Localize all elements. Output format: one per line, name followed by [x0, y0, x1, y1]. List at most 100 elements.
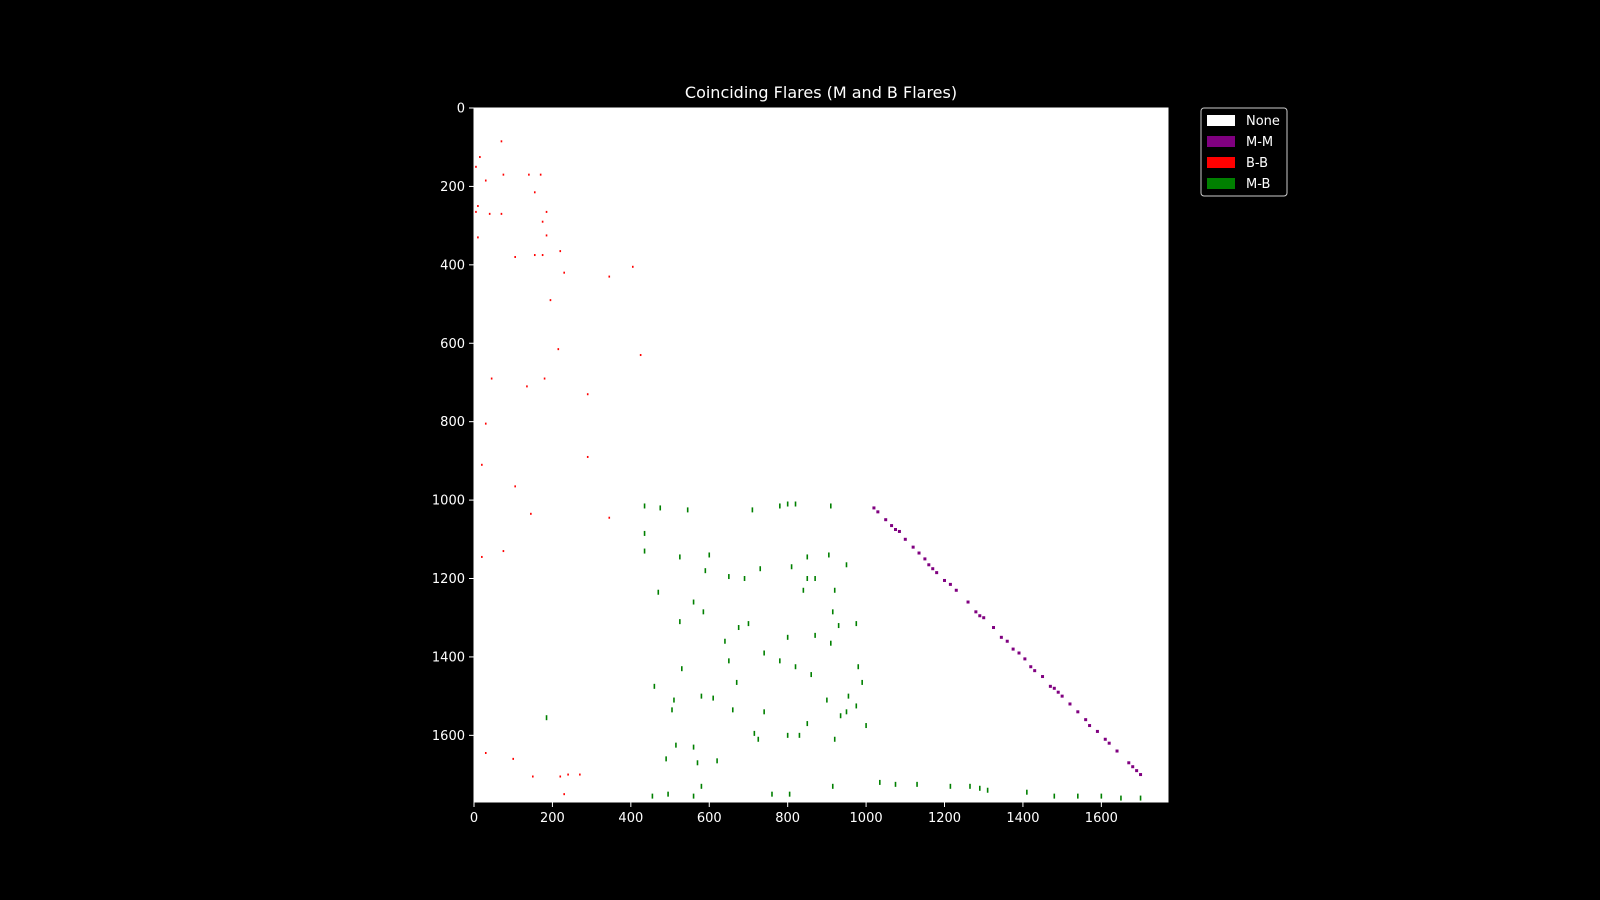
cell-m-b-39	[728, 658, 730, 664]
cell-m-b-41	[857, 664, 860, 670]
cell-b-b-4	[502, 173, 505, 176]
cell-m-m-41	[1127, 761, 1131, 765]
cell-m-b-77	[969, 783, 971, 789]
cell-m-b-31	[837, 623, 840, 629]
cell-m-b-82	[1077, 793, 1079, 799]
cell-b-b-5	[528, 173, 530, 176]
cell-b-b-8	[477, 205, 479, 208]
cell-b-b-31	[481, 463, 483, 466]
cell-b-b-6	[539, 173, 542, 176]
cell-m-b-73	[894, 781, 897, 787]
cell-m-b-9	[643, 548, 646, 554]
cell-b-b-34	[530, 512, 532, 515]
cell-m-b-86	[667, 791, 669, 797]
cell-m-m-23	[1011, 647, 1015, 651]
cell-b-b-20	[563, 271, 565, 274]
cell-m-b-72	[831, 783, 834, 789]
y-tick-label: 1200	[432, 572, 465, 587]
x-axis: 0 200 400 600 800 1000 1200 1400 1600	[470, 802, 1118, 826]
cell-m-b-3	[751, 507, 754, 513]
cell-b-b-1	[479, 156, 481, 159]
cell-m-m-15	[954, 588, 958, 592]
legend-swatch-none	[1207, 115, 1235, 126]
cell-m-b-58	[806, 721, 809, 727]
cell-m-m-17	[974, 610, 978, 614]
cell-b-b-17	[514, 255, 516, 258]
cell-m-b-68	[665, 756, 667, 762]
cell-m-b-48	[847, 693, 850, 699]
cell-b-b-13	[541, 220, 544, 223]
cell-b-b-37	[502, 550, 505, 553]
y-tick-label: 1400	[432, 650, 465, 665]
legend-label-none: None	[1246, 114, 1280, 129]
cell-b-b-14	[545, 234, 548, 237]
cell-b-b-41	[559, 775, 562, 778]
legend-label-b-b: B-B	[1246, 156, 1268, 171]
cell-b-b-35	[608, 516, 611, 519]
cell-b-b-29	[586, 393, 589, 396]
y-tick-label: 600	[440, 337, 465, 352]
cell-m-m-44	[1139, 773, 1143, 777]
cell-m-b-74	[879, 779, 881, 785]
cell-m-b-26	[702, 609, 705, 615]
cell-b-b-27	[543, 377, 546, 380]
y-tick-label: 0	[457, 102, 465, 117]
legend-swatch-b-b	[1207, 157, 1235, 168]
cell-b-b-2	[475, 165, 477, 168]
y-tick-label: 800	[440, 415, 465, 430]
cell-m-b-64	[757, 736, 760, 742]
x-tick-label: 800	[775, 811, 800, 826]
cell-m-b-66	[675, 742, 677, 748]
cell-m-b-90	[788, 791, 791, 797]
cell-b-b-25	[639, 354, 642, 357]
cell-b-b-36	[481, 555, 483, 558]
cell-m-b-80	[1026, 789, 1028, 795]
cell-m-m-26	[1029, 665, 1033, 669]
cell-m-b-69	[696, 760, 699, 766]
cell-m-m-39	[1107, 741, 1111, 745]
cell-m-b-45	[861, 679, 863, 685]
x-tick-label: 1200	[928, 811, 961, 826]
x-tick-label: 200	[540, 811, 565, 826]
cell-m-m-31	[1056, 690, 1060, 694]
cell-m-m-5	[897, 529, 901, 533]
cell-m-b-23	[802, 587, 805, 593]
cell-b-b-32	[586, 455, 589, 458]
cell-b-b-9	[475, 210, 477, 213]
cell-m-b-43	[810, 672, 812, 678]
cell-m-m-25	[1023, 657, 1027, 661]
cell-m-b-51	[712, 695, 714, 701]
x-tick-label: 1400	[1006, 811, 1039, 826]
cell-m-b-88	[692, 793, 695, 799]
cell-b-b-38	[512, 757, 515, 760]
cell-m-b-18	[728, 574, 730, 580]
cell-m-m-9	[923, 557, 927, 561]
cell-b-b-28	[526, 385, 528, 388]
cell-b-b-21	[608, 275, 611, 278]
cell-m-m-34	[1076, 710, 1080, 714]
cell-m-m-21	[999, 635, 1003, 639]
cell-b-b-15	[477, 236, 479, 239]
cell-m-m-32	[1060, 694, 1064, 698]
x-tick-label: 1600	[1085, 811, 1118, 826]
cell-b-b-0	[500, 140, 503, 143]
cell-m-b-52	[731, 707, 734, 713]
cell-m-m-40	[1115, 749, 1119, 753]
cell-m-b-61	[753, 730, 756, 736]
cell-m-b-67	[692, 744, 695, 750]
cell-b-b-11	[500, 212, 503, 215]
cell-m-b-16	[759, 566, 762, 572]
cell-m-b-59	[865, 723, 867, 729]
cell-m-b-54	[826, 697, 828, 703]
cell-m-m-24	[1017, 651, 1021, 655]
cell-b-b-26	[490, 377, 493, 380]
y-tick-label: 400	[440, 258, 465, 273]
cell-b-b-44	[563, 793, 565, 796]
cell-m-b-22	[833, 587, 836, 593]
cell-m-b-19	[743, 576, 746, 582]
cell-m-b-28	[679, 619, 681, 625]
cell-m-b-17	[790, 564, 793, 570]
cell-m-b-10	[679, 554, 681, 560]
legend: None M-M B-B M-B	[1200, 107, 1288, 197]
